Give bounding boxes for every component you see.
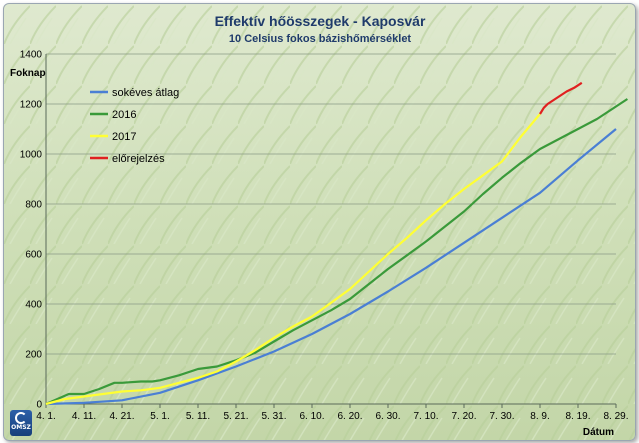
x-axis-label: Dátum <box>583 427 614 438</box>
series-lines <box>45 81 629 406</box>
logo-swirl-icon <box>15 412 27 424</box>
legend-label: sokéves átlag <box>112 87 179 99</box>
legend: sokéves átlag 2016 2017 előrejelzés <box>90 87 179 165</box>
x-tick-label: 6. 20. <box>337 411 362 422</box>
x-tick-label: 8. 29. <box>603 411 628 422</box>
x-tick-label: 6. 10. <box>299 411 324 422</box>
x-tick-label: 5. 11. <box>186 411 210 422</box>
axes <box>45 54 616 405</box>
series-line <box>539 81 583 115</box>
x-tick-label: 7. 10. <box>413 411 438 422</box>
series-line <box>45 98 629 406</box>
grid <box>46 53 616 355</box>
chart-frame: Effektív hőösszegek - Kaposvár 10 Celsiu… <box>3 3 636 441</box>
legend-label: 2016 <box>112 109 136 121</box>
legend-label: 2017 <box>112 131 136 143</box>
legend-label: előrejelzés <box>112 153 165 165</box>
y-axis-label: Foknap <box>10 68 46 79</box>
x-tick-label: 8. 9. <box>530 411 549 422</box>
x-tick-label: 8. 19. <box>565 411 590 422</box>
x-tick-label: 4. 21. <box>109 411 134 422</box>
series-line <box>45 113 541 406</box>
x-tick-label: 4. 1. <box>36 411 55 422</box>
chart-title: Effektív hőösszegek - Kaposvár <box>215 13 426 29</box>
x-tick-label: 7. 20. <box>451 411 476 422</box>
x-tick-label: 7. 30. <box>489 411 514 422</box>
y-tick-label: 0 <box>36 400 42 411</box>
y-tick-label: 1400 <box>20 50 43 61</box>
y-tick-label: 200 <box>25 350 42 361</box>
chart-subtitle: 10 Celsius fokos bázishőmérséklet <box>229 33 412 45</box>
x-tick-label: 4. 11. <box>72 411 96 422</box>
y-tick-label: 800 <box>25 200 42 211</box>
y-tick-label: 400 <box>25 300 42 311</box>
x-tick-label: 5. 31. <box>261 411 286 422</box>
omsz-logo: OMSZ <box>10 410 32 436</box>
background-texture <box>4 4 635 440</box>
series-line <box>45 128 617 406</box>
chart: Effektív hőösszegek - Kaposvár 10 Celsiu… <box>4 4 635 440</box>
x-tick-label: 5. 1. <box>150 411 169 422</box>
logo-text: OMSZ <box>11 424 31 431</box>
x-tick-label: 6. 30. <box>375 411 400 422</box>
y-tick-label: 1000 <box>20 150 43 161</box>
y-tick-label: 600 <box>25 250 42 261</box>
x-tick-label: 5. 21. <box>223 411 248 422</box>
y-tick-label: 1200 <box>20 100 43 111</box>
x-axis-ticks: 4. 1. 4. 11. 4. 21. 5. 1. 5. 11. 5. 21. 5. 31.… <box>36 404 629 422</box>
y-axis-ticks: 0 200 400 600 800 1000 1200 1400 <box>20 50 43 411</box>
